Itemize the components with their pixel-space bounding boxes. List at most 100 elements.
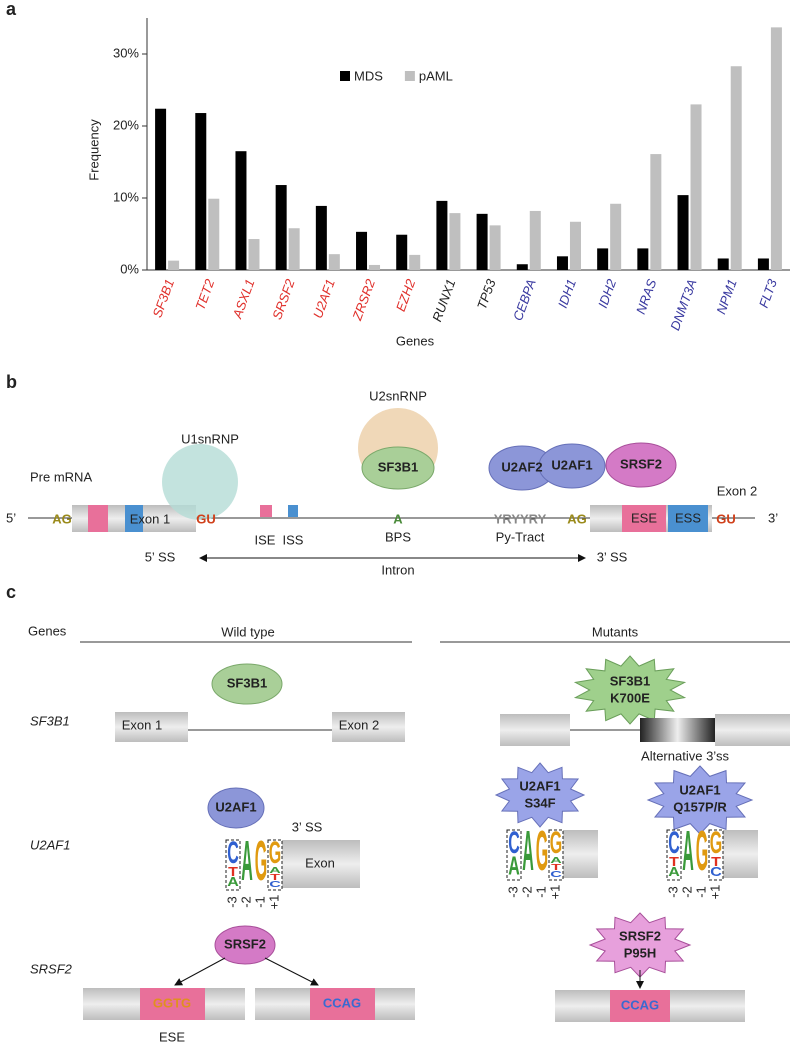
- bar: [637, 248, 649, 270]
- panel-c: c Genes Wild type Mutants SF3B1 U2AF1 SR…: [6, 582, 790, 1044]
- panel-a: a 0% 10% 20% 30% Frequency Genes SF3B1 TET2 ASXL…: [6, 0, 790, 348]
- ess-block: [125, 505, 143, 532]
- x-tick-label: SRSF2: [269, 276, 298, 321]
- label: Exon 1: [130, 511, 170, 526]
- bar: [529, 210, 541, 270]
- logo-position: -3: [665, 886, 680, 898]
- label: CCAG: [323, 995, 361, 1010]
- exon-box: [715, 714, 790, 746]
- bar: [356, 231, 368, 270]
- logo-letter: A: [668, 866, 680, 880]
- logo-highlight: [267, 839, 283, 891]
- x-tick-label: NPM1: [713, 277, 739, 316]
- iss-block: [288, 505, 298, 517]
- logo-letter: G: [696, 818, 708, 882]
- label: Pre mRNA: [30, 469, 92, 484]
- logo-letter: T: [228, 865, 238, 879]
- bar: [597, 248, 609, 270]
- ese-block: [140, 988, 205, 1020]
- ese-block: [310, 988, 375, 1020]
- label: 3’ SS: [597, 549, 628, 564]
- label: Mutants: [592, 624, 639, 639]
- logo-highlight: [708, 829, 724, 881]
- label: K700E: [610, 690, 650, 705]
- label: ISE: [255, 532, 276, 547]
- label: U2snRNP: [369, 388, 427, 403]
- mutant-star: [494, 762, 586, 828]
- x-tick-label: CEBPA: [510, 277, 539, 323]
- label: AG: [567, 511, 587, 526]
- bar: [730, 66, 742, 271]
- u1-snrnp: [162, 444, 238, 520]
- label: Exon: [305, 855, 335, 870]
- arrow: [264, 957, 319, 986]
- y-tick-label: 20%: [113, 117, 139, 132]
- bar: [288, 228, 300, 270]
- mutant-star: [573, 655, 687, 725]
- label: U2AF1: [551, 457, 592, 472]
- bar: [770, 27, 782, 270]
- logo-letter: G: [550, 826, 562, 860]
- logo-position: -2: [519, 886, 534, 898]
- x-tick-label: SF3B1: [149, 277, 177, 319]
- logo-letter: C: [550, 869, 562, 879]
- bar: [275, 185, 287, 270]
- bar: [369, 264, 381, 270]
- x-tick-label: TET2: [192, 276, 217, 312]
- logo-letter: G: [710, 826, 722, 860]
- sf3b1-protein: [211, 663, 283, 705]
- legend-label: pAML: [419, 68, 453, 83]
- label: 3’: [768, 510, 778, 525]
- x-tick-label: DNMT3A: [667, 277, 699, 332]
- bar: [168, 260, 180, 270]
- x-tick-label: NRAS: [633, 277, 660, 316]
- logo-letter: C: [508, 826, 520, 860]
- bar: [610, 203, 622, 270]
- bar: [717, 258, 729, 270]
- ese-block: [610, 990, 670, 1022]
- label: SRSF2: [620, 456, 662, 471]
- y-tick-label: 0%: [120, 261, 139, 276]
- label: 5’ SS: [145, 549, 176, 564]
- exon-box: [115, 712, 188, 742]
- logo-letter: G: [536, 818, 548, 882]
- logo-highlight: [548, 829, 564, 881]
- ese-block: [622, 505, 666, 532]
- x-tick-label: EZH2: [393, 276, 419, 313]
- gene-label: SRSF2: [30, 961, 73, 976]
- exon-box: [332, 712, 405, 742]
- ise-block: [260, 505, 272, 517]
- gene-label: SF3B1: [30, 713, 70, 728]
- legend-swatch: [404, 71, 415, 81]
- label: Exon 2: [339, 717, 379, 732]
- srsf2-protein: [214, 925, 276, 965]
- alt-ss-block: [640, 718, 715, 742]
- u2af1-protein: [538, 443, 606, 489]
- x-axis-title: Genes: [396, 333, 435, 348]
- logo-letter: T: [551, 862, 561, 872]
- u2af1-protein: [207, 787, 265, 829]
- label: P95H: [624, 945, 657, 960]
- bar: [208, 198, 220, 270]
- label: U2AF1: [679, 782, 720, 797]
- logo-position: +1: [707, 885, 722, 900]
- logo-position: -2: [238, 896, 253, 908]
- exon-box: [723, 830, 758, 878]
- label: SRSF2: [619, 928, 661, 943]
- bar: [516, 264, 528, 270]
- legend-swatch: [340, 71, 350, 81]
- bar: [248, 239, 260, 270]
- y-tick-label: 10%: [113, 189, 139, 204]
- logo-letter: T: [669, 855, 679, 869]
- y-tick-label: 30%: [113, 45, 139, 60]
- legend-label: MDS: [354, 68, 383, 83]
- x-tick-label: ZRSR2: [349, 276, 378, 323]
- bar: [409, 254, 421, 270]
- panel-label: c: [6, 582, 16, 602]
- logo-letter: A: [508, 852, 520, 881]
- label: Genes: [28, 623, 67, 638]
- bar: [195, 113, 207, 270]
- logo-letter: A: [550, 855, 562, 865]
- bar: [476, 213, 488, 270]
- x-tick-label: IDH2: [595, 276, 619, 310]
